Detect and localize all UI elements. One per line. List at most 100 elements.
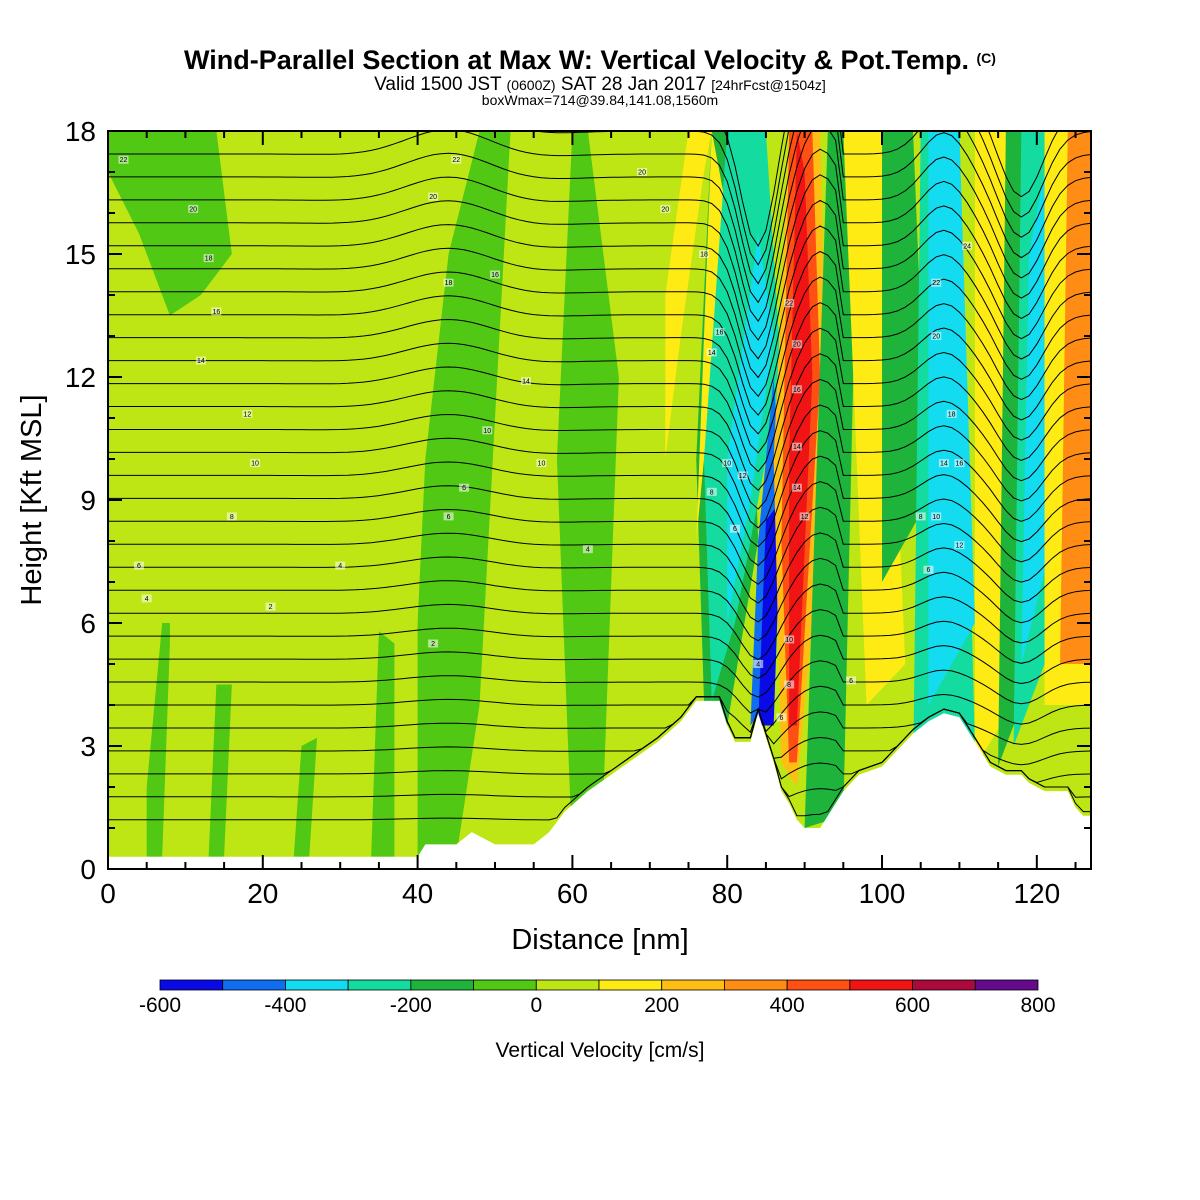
isentrope-label-text: 2 (269, 604, 273, 611)
velocity-region-16 (789, 131, 813, 726)
isentrope-label-bg (520, 377, 531, 386)
isentrope-label: 8 (915, 512, 926, 521)
isentrope-label: 14 (520, 377, 531, 386)
isentrope-label-bg (791, 385, 802, 394)
vertical-velocity-shading (108, 131, 1091, 857)
y-tick-label: 15 (65, 239, 96, 270)
isentrope-line (108, 174, 1091, 360)
isentrope-label: 22 (784, 299, 795, 308)
isentrope-label: 18 (946, 409, 957, 418)
isentrope-label-bg (265, 602, 276, 611)
colorbar-swatch (473, 979, 537, 991)
isentrope-label-text: 10 (251, 461, 259, 468)
x-tick-label: 100 (859, 878, 906, 909)
isentrope-label-text: 8 (230, 514, 234, 521)
isentrope-label: 12 (954, 541, 965, 550)
isentrope-label-bg (141, 594, 152, 603)
terrain (108, 700, 1091, 869)
plot-area: 2220181614121086424222201816141010664202… (108, 131, 1091, 869)
isentrope-label-text: 18 (205, 256, 213, 263)
isentrope-label-text: 22 (785, 301, 793, 308)
velocity-region-17 (804, 131, 859, 828)
colorbar-tick-label: 0 (530, 994, 542, 1017)
isentrope-line (108, 148, 1091, 341)
isentrope-label-text: 22 (452, 157, 460, 164)
velocity-region-6 (556, 131, 619, 857)
isentrope-label: 20 (931, 332, 942, 341)
velocity-region-1 (146, 623, 170, 857)
isentrope-label-bg (490, 270, 501, 279)
isentrope-line (108, 583, 1091, 661)
velocity-region-9 (665, 131, 712, 459)
chart-box-info: boxWmax=714@39.84,141.08,1560m (482, 92, 718, 108)
isentrope-label: 14 (195, 356, 206, 365)
isentrope-label-text: 14 (522, 379, 530, 386)
isentrope-label-text: 4 (145, 596, 149, 603)
isentrope-label: 6 (133, 561, 144, 570)
isentrope-label: 18 (443, 278, 454, 287)
colorbar (159, 979, 1039, 991)
colorbar-tick-label: 800 (1020, 994, 1055, 1017)
isentrope-label-bg (962, 241, 973, 250)
x-tick-label: 40 (402, 878, 433, 909)
isentrope-label-bg (846, 676, 857, 685)
isentrope-label: 6 (776, 713, 787, 722)
isentrope-label-bg (459, 483, 470, 492)
isentrope-label-bg (443, 278, 454, 287)
isentrope-label: 24 (962, 241, 973, 250)
isentrope-label-bg (211, 307, 222, 316)
isentrope-label-text: 16 (212, 309, 220, 316)
isentrope-line (108, 660, 1091, 714)
isentrope-label: 8 (784, 680, 795, 689)
isentrope-label-text: 6 (462, 485, 466, 492)
isentrope-line (108, 250, 1091, 416)
colorbar-swatch (347, 979, 412, 991)
isentrope-label: 20 (637, 168, 648, 177)
isentrope-label-text: 20 (793, 342, 801, 349)
isentrope-label-bg (954, 459, 965, 468)
isentrope-line (108, 225, 1091, 398)
colorbar-swatch (661, 979, 725, 991)
colorbar-tick-label: -400 (264, 994, 306, 1017)
isentrope-label-bg (428, 639, 439, 648)
potential-temperature-contours (108, 131, 1091, 821)
y-tick-labels: 0 3 6 9 12 15 18 (65, 116, 96, 885)
isentrope-label-bg (188, 204, 199, 213)
isentrope-label: 22 (451, 155, 462, 164)
isentrope-label-text: 10 (483, 428, 491, 435)
isentrope-label: 8 (706, 487, 717, 496)
isentrope-label-text: 14 (197, 358, 205, 365)
isentrope-label-text: 16 (491, 272, 499, 279)
isentrope-label-text: 4 (586, 547, 590, 554)
isentrope-label-bg (637, 168, 648, 176)
y-tick-label: 12 (65, 362, 96, 393)
colorbar-swatch (786, 979, 851, 991)
isentrope-label-bg (931, 332, 942, 340)
isentrope-label: 10 (250, 459, 261, 468)
isentrope-label-bg (698, 250, 709, 258)
isentrope-label-text: 22 (120, 157, 128, 164)
isentrope-label-text: 24 (963, 243, 971, 250)
isentrope-label: 12 (737, 471, 748, 480)
isentrope-label-text: 18 (700, 252, 708, 259)
x-tick-label: 60 (557, 878, 588, 909)
isentrope-label-text: 16 (716, 329, 724, 336)
isentrope-label-text: 16 (956, 461, 964, 468)
isentrope-label-text: 16 (793, 387, 801, 394)
isentrope-label-text: 10 (932, 514, 940, 521)
colorbar-tick-label: 400 (770, 994, 805, 1017)
isentrope-line (108, 634, 1091, 698)
isentrope-label: 20 (660, 204, 671, 213)
isentrope-label: 14 (791, 483, 802, 492)
x-tick-label: 0 (100, 878, 116, 909)
isentrope-label: 6 (459, 483, 470, 492)
isentrope-label-bg (714, 327, 725, 336)
chart-valid-line: Valid 1500 JST (0600Z) SAT 28 Jan 2017 [… (374, 74, 826, 95)
isentrope-line (108, 131, 1091, 323)
isentrope-label-text: 10 (538, 461, 546, 468)
isentrope-line (108, 532, 1091, 623)
y-tick-label: 0 (80, 854, 96, 885)
colorbar-swatch (849, 979, 913, 991)
isentrope-label-text: 12 (243, 411, 251, 418)
